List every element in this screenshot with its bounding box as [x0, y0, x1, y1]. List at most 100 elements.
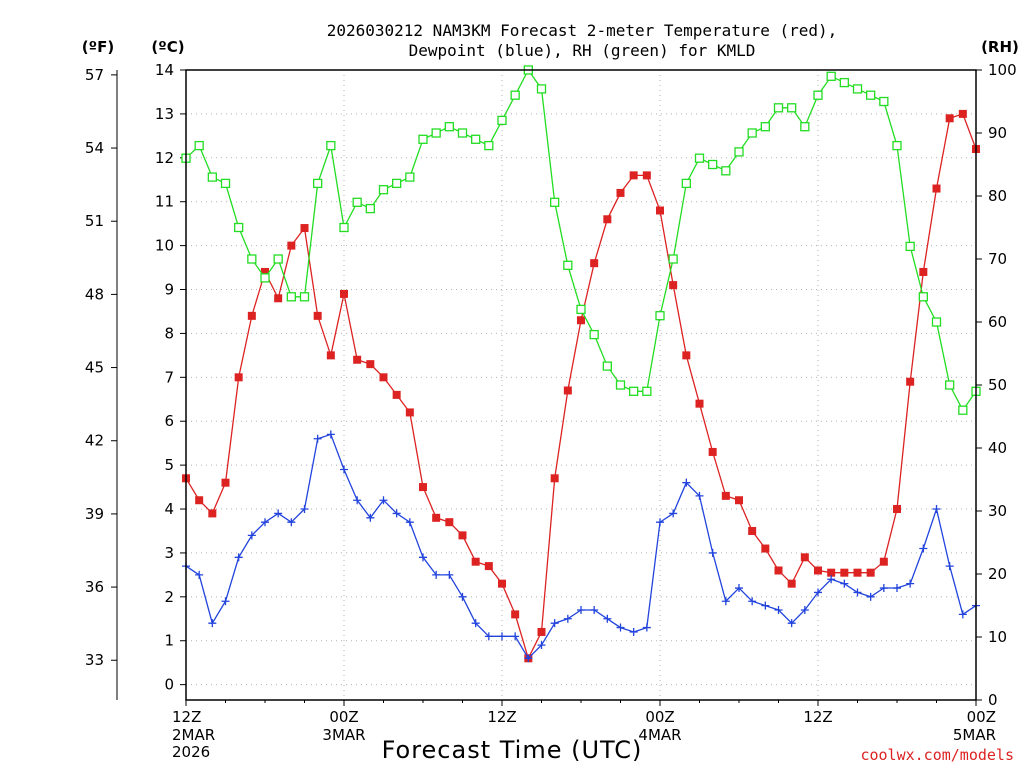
data-point: [774, 566, 783, 575]
data-point: [405, 518, 414, 527]
data-point: [721, 597, 730, 606]
data-point: [682, 351, 691, 360]
data-point: [234, 373, 243, 382]
celsius-tick-label: 2: [164, 588, 174, 606]
celsius-tick-label: 9: [164, 281, 174, 299]
x-tick-label: 00Z: [967, 708, 996, 726]
data-point: [274, 509, 283, 518]
data-point: [195, 496, 204, 505]
data-point: [419, 553, 427, 562]
data-point: [839, 77, 849, 88]
x-tick-label: 12Z: [172, 708, 201, 726]
rh-tick-label: 30: [988, 502, 1007, 520]
series-line: [185, 68, 977, 412]
data-point: [866, 592, 875, 601]
data-point: [905, 241, 915, 252]
fahrenheit-tick-label: 51: [85, 212, 104, 230]
x-date-label: 5MAR: [953, 726, 996, 744]
data-point: [931, 317, 942, 327]
data-point: [511, 610, 520, 619]
data-point: [932, 184, 941, 193]
data-point: [879, 96, 889, 107]
data-point: [748, 526, 757, 535]
data-point: [918, 292, 928, 302]
fahrenheit-tick-label: 42: [85, 432, 104, 450]
data-point: [299, 292, 310, 302]
data-point: [708, 548, 717, 557]
data-point: [919, 267, 928, 276]
data-point: [616, 188, 625, 197]
data-point: [340, 465, 348, 474]
fahrenheit-tick-label: 45: [85, 359, 104, 377]
data-point: [208, 509, 217, 518]
data-point: [919, 544, 928, 553]
series-temperature: [182, 109, 980, 663]
data-point: [774, 606, 783, 614]
fahrenheit-tick-label: 54: [85, 139, 104, 157]
celsius-tick-label: 4: [164, 500, 174, 518]
data-point: [497, 115, 507, 126]
fahrenheit-axis: 33 36 39 42 45 48 51 54 57: [85, 66, 118, 700]
data-point: [563, 614, 572, 623]
series-relative-humidity: [181, 65, 981, 415]
celsius-tick-label: 11: [155, 193, 174, 211]
data-point: [339, 222, 349, 233]
rh-tick-label: 40: [988, 439, 1007, 457]
data-point: [326, 140, 336, 151]
fahrenheit-tick-label: 57: [85, 66, 104, 84]
data-point: [892, 140, 902, 151]
data-point: [537, 641, 546, 650]
data-point: [629, 386, 639, 396]
data-point: [879, 584, 888, 593]
rh-tick-label: 70: [988, 250, 1007, 268]
data-point: [866, 568, 875, 577]
data-point: [642, 171, 651, 180]
x-date-label: 2MAR: [172, 726, 215, 744]
data-point: [721, 491, 730, 500]
data-point: [484, 140, 494, 151]
data-point: [458, 531, 467, 540]
data-point: [247, 311, 256, 320]
data-point: [432, 513, 441, 522]
data-point: [313, 311, 322, 320]
data-point: [590, 259, 599, 268]
data-point: [682, 478, 691, 487]
data-point: [379, 373, 388, 382]
data-point: [445, 570, 454, 579]
data-point: [656, 206, 664, 215]
data-point: [247, 531, 256, 540]
data-point: [353, 355, 362, 364]
data-point: [708, 447, 717, 456]
data-point: [444, 122, 454, 132]
data-point: [615, 380, 626, 390]
data-point: [537, 627, 546, 636]
data-point: [405, 172, 415, 182]
data-point: [340, 289, 348, 298]
series-line: [185, 433, 977, 660]
data-point: [576, 304, 586, 315]
data-point: [813, 90, 823, 100]
data-point: [261, 518, 269, 527]
data-point: [945, 562, 954, 571]
data-point: [642, 623, 651, 632]
data-point: [589, 329, 599, 340]
data-point: [603, 614, 612, 623]
plot-frame: [185, 69, 977, 701]
data-point: [840, 568, 849, 577]
data-point: [616, 623, 625, 632]
data-point: [958, 405, 968, 415]
data-point: [326, 351, 335, 360]
fahrenheit-tick-label: 48: [85, 285, 104, 303]
data-point: [220, 178, 231, 189]
data-point: [366, 513, 375, 522]
data-point: [445, 518, 454, 527]
rh-tick-label: 20: [988, 565, 1007, 583]
data-point: [234, 553, 243, 562]
x-date-label: 4MAR: [638, 726, 681, 744]
data-point: [761, 601, 770, 610]
data-point: [721, 166, 731, 176]
celsius-tick-label: 1: [164, 632, 174, 650]
data-point: [234, 222, 244, 233]
chart-title-line-2: Dewpoint (blue), RH (green) for KMLD: [409, 41, 756, 60]
data-point: [761, 544, 770, 553]
